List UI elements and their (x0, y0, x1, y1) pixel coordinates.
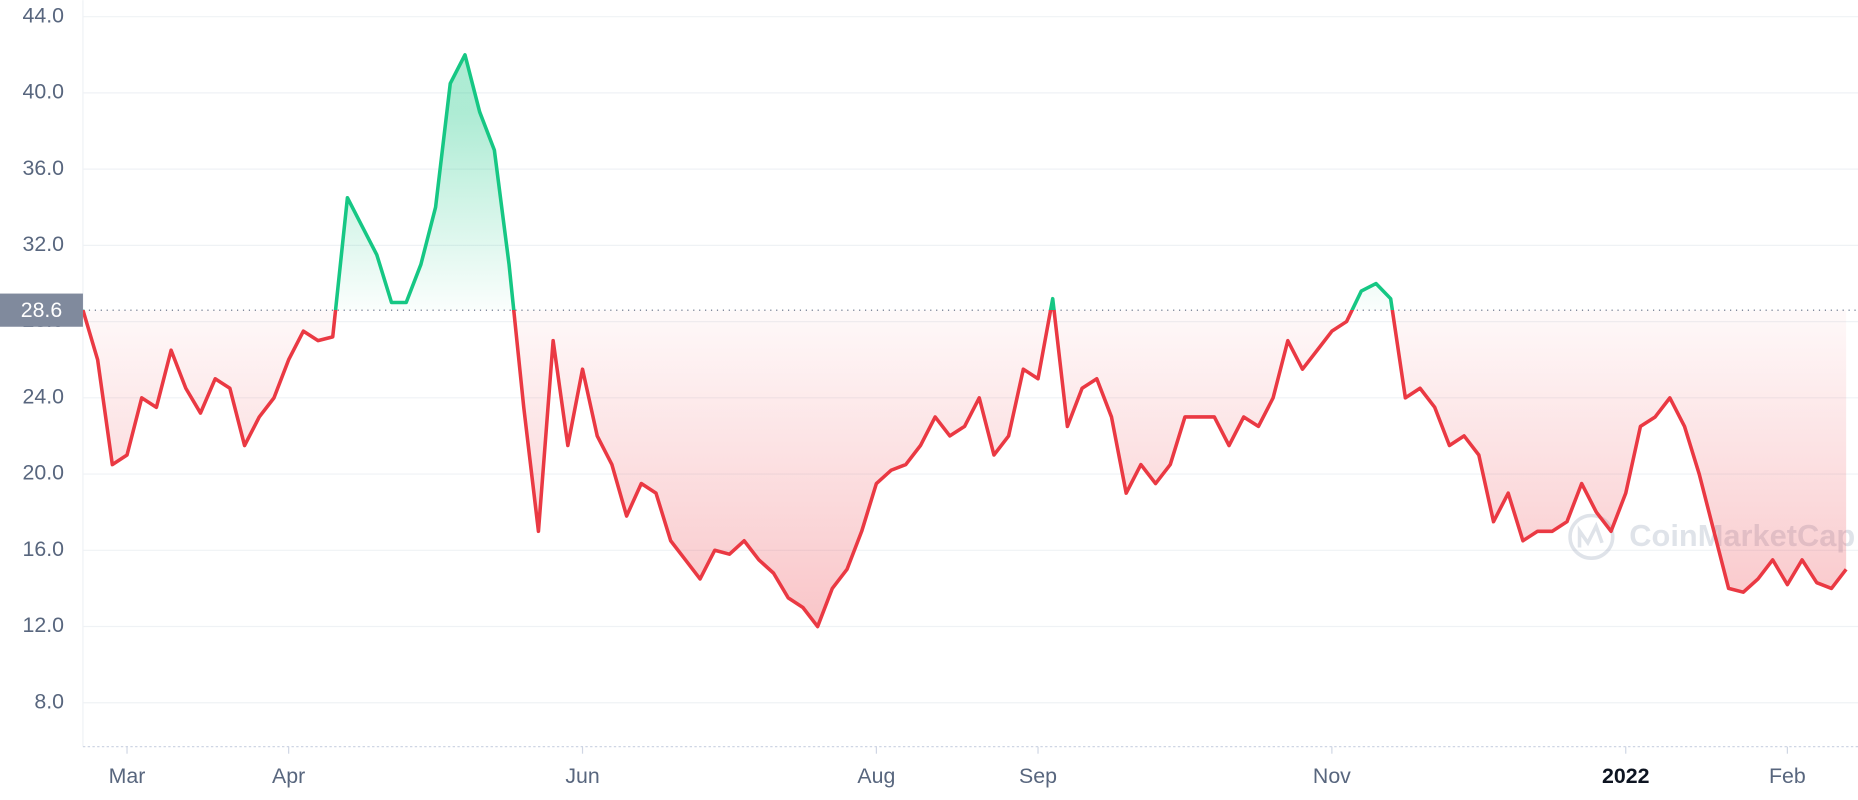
y-tick-label: 40.0 (23, 80, 65, 104)
reference-label-box (0, 293, 83, 327)
y-tick-label: 24.0 (23, 384, 65, 408)
x-tick-label: Aug (857, 764, 895, 788)
y-tick-label: 12.0 (23, 613, 65, 637)
x-tick-label: Sep (1019, 764, 1057, 788)
x-tick-label: Apr (272, 764, 305, 788)
x-tick-label: Mar (109, 764, 146, 788)
y-tick-label: 44.0 (23, 3, 65, 27)
watermark-logo-mark (1577, 521, 1604, 548)
x-tick-label: Nov (1313, 764, 1351, 788)
watermark-logo (1568, 513, 1615, 560)
y-tick-label: 8.0 (34, 689, 64, 713)
y-tick-label: 16.0 (23, 537, 65, 561)
x-tick-label: 2022 (1602, 764, 1649, 788)
price-area (82, 54, 1847, 627)
reference-label: 28.6 (21, 298, 62, 322)
price-line (81, 53, 1848, 629)
x-tick-label: Feb (1769, 764, 1806, 788)
y-tick-label: 32.0 (23, 232, 65, 256)
x-tick-label: Jun (565, 764, 599, 788)
y-tick-label: 20.0 (23, 461, 65, 485)
y-tick-label: 36.0 (23, 156, 65, 180)
